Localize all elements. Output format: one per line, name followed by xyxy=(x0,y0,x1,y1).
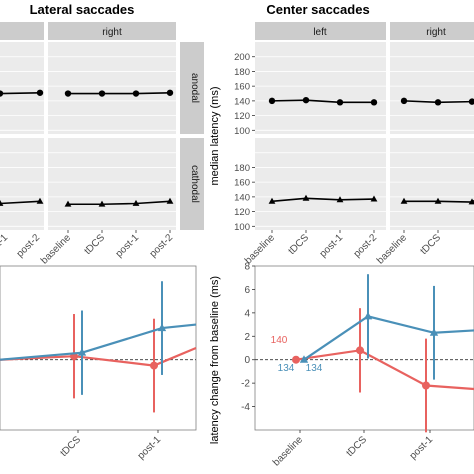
strip-cathodal-label: cathodal xyxy=(189,165,200,203)
anodal-point xyxy=(356,346,364,354)
y-tick-label: 140 xyxy=(234,96,250,107)
x-tick-label: post-1 xyxy=(318,232,346,260)
facet-panel-bg xyxy=(48,138,176,230)
mean-point xyxy=(167,90,173,96)
y-tick-label: 100 xyxy=(234,222,250,233)
cathodal-baseline-annotation-b: 134 xyxy=(306,363,323,374)
y-tick-label: 0 xyxy=(244,355,250,366)
x-tick-label: baseline xyxy=(39,232,73,266)
x-tick-label: baseline xyxy=(271,434,305,468)
facet-panel-bg xyxy=(0,42,44,134)
strip-right-left-label: left xyxy=(313,27,327,38)
mean-point xyxy=(435,99,441,105)
facet-panel-bg xyxy=(390,42,474,134)
mean-point xyxy=(269,98,275,104)
mean-point xyxy=(133,90,139,96)
strip-left-edge xyxy=(0,22,44,40)
left-panel-title: Lateral saccades xyxy=(30,2,135,17)
mean-point xyxy=(303,97,309,103)
x-tick-label: post-1 xyxy=(0,232,10,260)
strip-left-right-label: right xyxy=(102,27,122,38)
x-tick-label: post-2 xyxy=(352,232,380,260)
mean-point xyxy=(37,90,43,96)
x-tick-label: post-1 xyxy=(114,232,142,260)
x-tick-label: post-2 xyxy=(15,232,43,260)
anodal-point xyxy=(422,381,430,389)
bottom-panel-frame xyxy=(255,266,474,430)
y-tick-label: 180 xyxy=(234,163,250,174)
right-panel-title: Center saccades xyxy=(266,2,369,17)
bottom-y-axis-label: latency change from baseline (ms) xyxy=(209,276,221,444)
anodal-mean-line xyxy=(296,350,474,389)
anodal-baseline-annotation: 140 xyxy=(271,335,288,346)
cathodal-mean-line xyxy=(304,316,474,359)
x-tick-label: tDCS xyxy=(418,232,443,257)
strip-anodal-label: anodal xyxy=(189,73,200,103)
x-tick-label: tDCS xyxy=(58,434,83,459)
y-tick-label: -4 xyxy=(241,402,250,413)
anodal-point xyxy=(292,356,300,364)
facet-panel-bg xyxy=(255,138,386,230)
facet-panel-bg xyxy=(48,42,176,134)
x-tick-label: tDCS xyxy=(344,434,369,459)
y-tick-label: 140 xyxy=(234,192,250,203)
x-tick-label: tDCS xyxy=(286,232,311,257)
mean-point xyxy=(401,98,407,104)
mean-point xyxy=(337,99,343,105)
y-tick-label: 100 xyxy=(234,126,250,137)
y-tick-label: 180 xyxy=(234,67,250,78)
cathodal-mean-line xyxy=(0,325,196,360)
top-y-axis-label: median latency (ms) xyxy=(209,86,221,185)
y-tick-label: 160 xyxy=(234,178,250,189)
facet-panel-bg xyxy=(0,138,44,230)
y-tick-label: 120 xyxy=(234,207,250,218)
mean-point xyxy=(99,90,105,96)
y-tick-label: 6 xyxy=(244,285,250,296)
mean-line xyxy=(0,93,40,94)
anodal-point xyxy=(150,362,158,370)
cathodal-point xyxy=(364,312,372,320)
facet-panel-bg xyxy=(255,42,386,134)
y-tick-label: 4 xyxy=(244,308,250,319)
y-tick-label: 200 xyxy=(234,52,250,63)
mean-point xyxy=(371,99,377,105)
x-tick-label: post-2 xyxy=(148,232,176,260)
x-tick-label: baseline xyxy=(375,232,409,266)
y-tick-label: 120 xyxy=(234,111,250,122)
mean-point xyxy=(65,90,71,96)
strip-right-right-label: right xyxy=(426,27,446,38)
facet-panel-bg xyxy=(390,138,474,230)
y-tick-label: 8 xyxy=(244,262,250,273)
y-tick-label: 160 xyxy=(234,82,250,93)
x-tick-label: tDCS xyxy=(82,232,107,257)
y-tick-label: -2 xyxy=(241,379,250,390)
cathodal-baseline-annotation: 134 xyxy=(278,363,295,374)
y-tick-label: 2 xyxy=(244,332,250,343)
x-tick-label: post-1 xyxy=(408,434,436,462)
x-tick-label: post-1 xyxy=(136,434,164,462)
mean-line xyxy=(68,93,170,94)
